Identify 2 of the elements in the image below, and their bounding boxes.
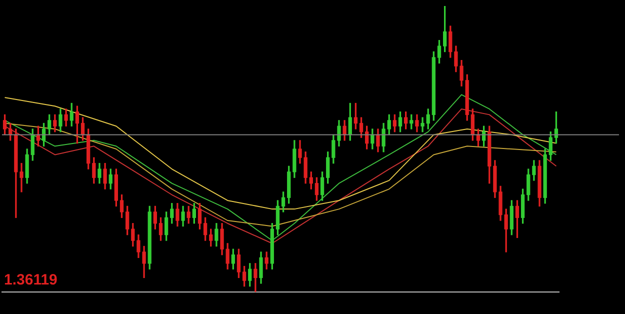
annotation: 1.36119 [4, 272, 58, 289]
candlestick [420, 117, 424, 132]
